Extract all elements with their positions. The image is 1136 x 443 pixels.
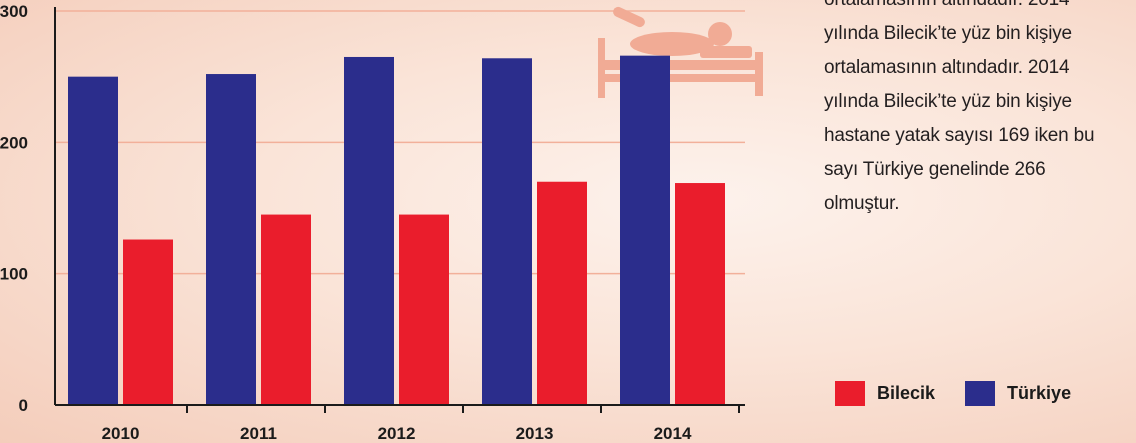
axes: [54, 7, 745, 413]
bars: [68, 55, 725, 406]
bar-bilecik-2011: [261, 214, 311, 405]
bar-trkiye-2011: [206, 74, 256, 405]
description-line: yılında Bilecik’te yüz bin kişiye: [824, 23, 1072, 44]
bed-patient-icon: [598, 6, 763, 98]
bar-bilecik-2012: [399, 214, 449, 405]
bar-bilecik-2014: [675, 183, 725, 405]
description-line: sayı Türkiye genelinde 266: [824, 159, 1046, 180]
bar-bilecik-2013: [537, 181, 587, 405]
legend: Bilecik Türkiye: [835, 381, 1101, 406]
legend-item-bilecik: Bilecik: [835, 381, 935, 406]
tick-labels: 0 100 200 300 2010 2011 2012 2013 2014: [0, 2, 692, 443]
legend-label-bilecik: Bilecik: [877, 383, 936, 403]
y-tick-label: 0: [19, 396, 28, 415]
y-tick-label: 300: [0, 2, 28, 21]
y-tick-label: 100: [0, 265, 28, 284]
bar-trkiye-2010: [68, 76, 118, 406]
description-line: olmuştur.: [824, 193, 900, 214]
x-tick-label: 2011: [240, 424, 277, 443]
description-line: ortalamasının altındadır. 2014: [824, 0, 1124, 17]
bar-trkiye-2013: [482, 58, 532, 405]
legend-item-turkiye: Türkiye: [965, 381, 1071, 406]
bar-trkiye-2014: [620, 55, 670, 406]
x-tick-label: 2013: [516, 424, 554, 443]
bar-bilecik-2010: [123, 239, 173, 405]
y-tick-label: 200: [0, 133, 28, 152]
x-tick-label: 2012: [378, 424, 416, 443]
legend-swatch-bilecik: [835, 381, 865, 406]
description-line: hastane yatak sayısı 169 iken bu: [824, 125, 1095, 146]
x-tick-label: 2010: [102, 424, 140, 443]
legend-swatch-turkiye: [965, 381, 996, 406]
description-line: yılında Bilecik’te yüz bin kişiye: [824, 91, 1072, 112]
description-line: ortalamasının altındadır. 2014: [824, 57, 1070, 78]
legend-label-turkiye: Türkiye: [1007, 383, 1072, 403]
description-text: ortalamasının altındadır. 2014 yılında B…: [824, 0, 1124, 230]
bar-trkiye-2012: [344, 56, 394, 405]
x-tick-label: 2014: [654, 424, 692, 443]
